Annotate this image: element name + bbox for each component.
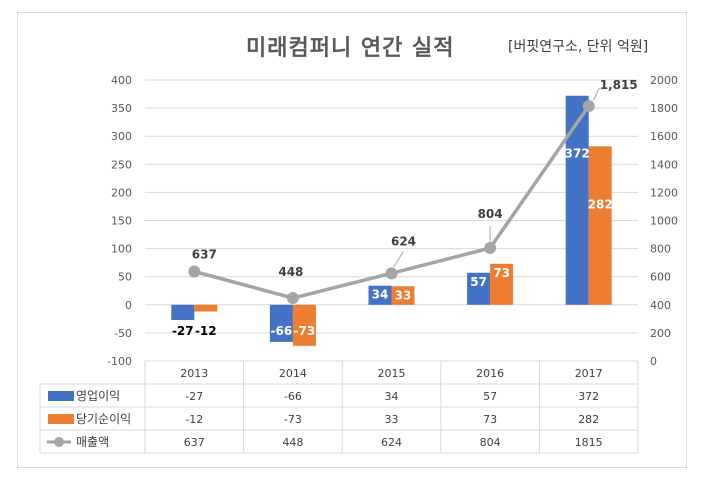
y-left-tick-label: 300: [111, 130, 132, 143]
line-point-revenue: [582, 99, 595, 112]
table-cell: 372: [578, 390, 599, 403]
table-cell: -12: [185, 413, 203, 426]
line-point-revenue: [188, 265, 201, 278]
table-cell: 57: [483, 390, 497, 403]
y-left-tick-label: 0: [125, 299, 132, 312]
table-cell: 448: [282, 436, 303, 449]
line-data-label: 624: [391, 234, 416, 248]
y-left-tick-label: 50: [118, 271, 132, 284]
table-cell: -66: [284, 390, 302, 403]
bar-operating-profit: [565, 95, 589, 305]
y-right-tick-label: 600: [650, 271, 671, 284]
y-left-tick-label: 200: [111, 186, 132, 199]
y-left-tick-label: 250: [111, 158, 132, 171]
bar-net-income: [588, 146, 612, 305]
y-left-tick-label: 350: [111, 102, 132, 115]
bar-operating-profit: [269, 304, 293, 342]
table-cell: 73: [483, 413, 497, 426]
bar-data-label: 33: [395, 288, 412, 302]
legend-label: 영업이익: [76, 389, 120, 403]
chart-subtitle: [버핏연구소, 단위 억원]: [508, 39, 649, 55]
chart-title: 미래컴퍼니 연간 실적: [246, 36, 455, 61]
leader-line: [393, 251, 404, 268]
x-category-label: 2014: [279, 367, 307, 380]
y-left-tick-label: 100: [111, 243, 132, 256]
bar-data-label: -66: [271, 324, 293, 338]
table-cell: 282: [578, 413, 599, 426]
line-data-label: 1,815: [600, 78, 638, 92]
table-cell: -73: [284, 413, 302, 426]
bar-data-label: -27: [172, 324, 194, 338]
legend-label: 당기순이익: [76, 412, 131, 426]
line-point-revenue: [385, 267, 398, 280]
y-left-tick-label: -50: [114, 327, 132, 340]
bar-data-label: 57: [470, 275, 487, 289]
leader-line: [593, 88, 603, 101]
table-cell: 637: [184, 436, 205, 449]
x-category-label: 2017: [575, 367, 603, 380]
bar-operating-profit: [368, 285, 392, 305]
x-category-label: 2013: [180, 367, 208, 380]
y-right-tick-label: 1800: [650, 102, 678, 115]
line-point-revenue: [484, 242, 497, 255]
y-right-tick-label: 800: [650, 243, 671, 256]
line-data-label: 637: [192, 248, 217, 262]
y-right-tick-label: 2000: [650, 74, 678, 87]
legend-swatch-marker: [54, 437, 64, 447]
y-left-tick-label: -100: [107, 355, 132, 368]
bar-net-income: [391, 286, 415, 305]
bar-data-label: 34: [372, 288, 389, 302]
bar-data-label: -12: [195, 324, 217, 338]
x-category-label: 2015: [378, 367, 406, 380]
table-cell: 804: [480, 436, 501, 449]
y-right-tick-label: 1400: [650, 158, 678, 171]
y-right-tick-label: 1200: [650, 186, 678, 199]
bar-net-income: [490, 263, 514, 305]
table-cell: 33: [385, 413, 399, 426]
y-left-tick-label: 400: [111, 74, 132, 87]
y-left-tick-label: 150: [111, 215, 132, 228]
y-right-tick-label: 1000: [650, 215, 678, 228]
line-data-label: 448: [278, 265, 303, 279]
y-right-tick-label: 0: [650, 355, 657, 368]
bar-net-income: [292, 304, 316, 346]
bar-operating-profit: [467, 272, 491, 305]
legend-swatch: [48, 391, 74, 401]
legend-swatch: [48, 414, 74, 424]
table-cell: 1815: [575, 436, 603, 449]
table-cell: -27: [185, 390, 203, 403]
y-right-tick-label: 1600: [650, 130, 678, 143]
bar-net-income: [194, 304, 218, 312]
legend-label: 매출액: [76, 435, 109, 449]
bar-data-label: -73: [294, 324, 316, 338]
bar-data-label: 282: [588, 197, 613, 211]
bar-operating-profit: [171, 304, 195, 320]
y-right-tick-label: 400: [650, 299, 671, 312]
line-point-revenue: [286, 292, 299, 305]
bar-data-label: 372: [565, 147, 590, 161]
y-right-tick-label: 200: [650, 327, 671, 340]
bar-data-label: 73: [493, 266, 510, 280]
table-cell: 34: [385, 390, 399, 403]
table-cell: 624: [381, 436, 402, 449]
x-category-label: 2016: [476, 367, 504, 380]
line-data-label: 804: [478, 207, 503, 221]
